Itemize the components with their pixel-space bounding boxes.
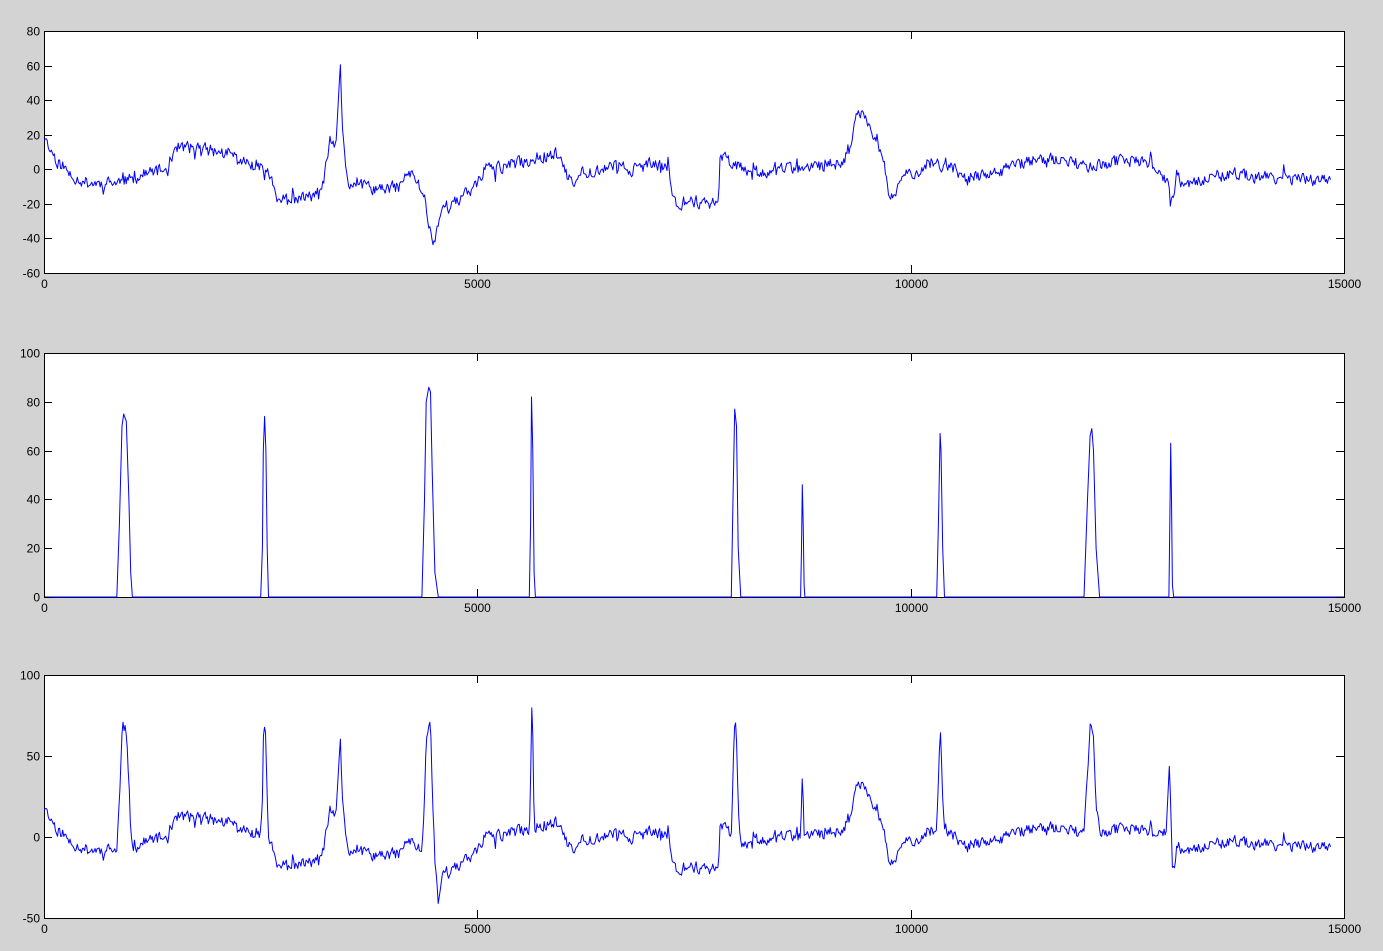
axes-frame [44,31,1345,274]
y-tick-label: 80 [27,396,41,410]
x-tick-label: 0 [41,277,48,291]
y-tick-label: 0 [33,831,40,845]
subplot-2: 0 5000 10000 15000 0 20 40 60 80 100 [20,347,1362,616]
y-tick-label: 40 [27,94,41,108]
series-line-1 [44,64,1331,246]
y-tick-label: 50 [27,750,41,764]
y-tick-label: 0 [33,591,40,605]
axes-frame [44,353,1345,598]
y-tick-label: 80 [27,25,41,39]
x-tick-label: 15000 [1328,922,1362,936]
y-tick-label: 0 [33,163,40,177]
subplot-1: 0 5000 10000 15000 -60 -40 -20 0 20 40 60 80 [23,25,1362,292]
x-tick-label: 10000 [895,922,929,936]
x-tick-label: 5000 [464,277,491,291]
axes-frame [44,675,1345,919]
y-tick-label: 60 [27,445,41,459]
x-tick-label: 0 [41,601,48,615]
y-tick-label: -20 [23,198,41,212]
y-tick-label: 20 [27,129,41,143]
y-tick-label: 20 [27,542,41,556]
x-tick-label: 5000 [464,922,491,936]
x-tick-label: 0 [41,922,48,936]
x-tick-label: 10000 [895,601,929,615]
y-tick-label: 100 [20,669,40,683]
y-tick-label: 100 [20,347,40,361]
y-tick-label: 40 [27,493,41,507]
y-tick-label: -40 [23,232,41,246]
x-tick-label: 15000 [1328,277,1362,291]
x-tick-label: 10000 [895,277,929,291]
x-tick-label: 5000 [464,601,491,615]
series-line-1 [44,707,1331,904]
y-tick-label: 60 [27,60,41,74]
series-line-1 [44,386,1344,598]
y-tick-label: -60 [23,267,41,281]
x-tick-label: 15000 [1328,601,1362,615]
y-tick-label: -50 [23,912,41,926]
